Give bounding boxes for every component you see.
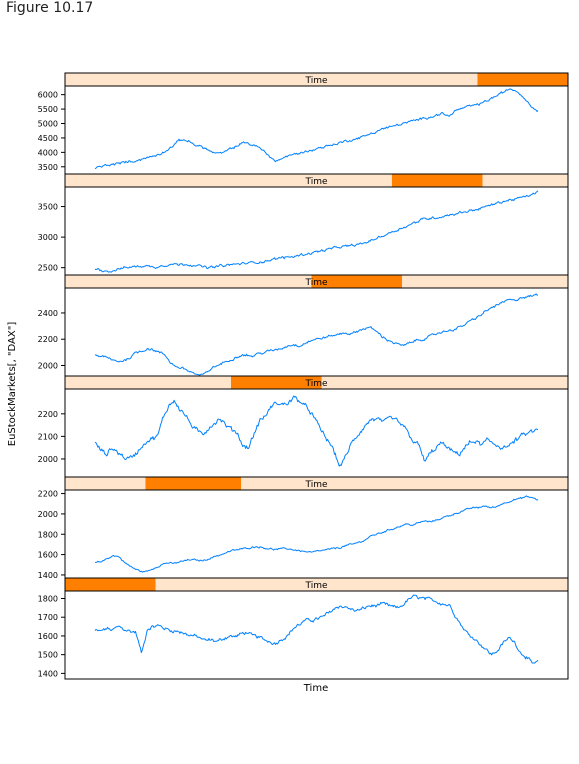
y-tick-label: 1400 (38, 669, 58, 678)
y-tick-label: 5500 (38, 105, 58, 114)
y-tick-label: 3000 (38, 233, 58, 242)
strip-label: Time (304, 278, 327, 288)
strip-label: Time (304, 480, 327, 490)
x-axis-label: Time (303, 683, 328, 694)
strip-label: Time (304, 177, 327, 187)
y-tick-label: 1600 (38, 632, 58, 641)
strip-label: Time (304, 581, 327, 591)
panel-border (64, 388, 569, 478)
panel-3: Time 2000 2100 2200 (38, 375, 569, 478)
strip-shingle-bar (477, 73, 568, 86)
panel-border (64, 489, 569, 579)
y-tick-label: 2100 (38, 432, 58, 441)
y-tick-label: 1600 (38, 551, 58, 560)
y-tick-label: 1700 (38, 613, 58, 622)
series-line (94, 293, 538, 376)
y-tick-label: 1500 (38, 651, 58, 660)
panel-border (64, 85, 569, 175)
panel-border (64, 590, 569, 680)
strip-background (65, 578, 568, 591)
y-tick-label: 6000 (38, 91, 58, 100)
y-tick-label: 2500 (38, 264, 58, 273)
y-tick-label: 2200 (38, 490, 58, 499)
y-tick-label: 1800 (38, 594, 58, 603)
y-tick-label: 5000 (38, 120, 58, 129)
y-tick-label: 3500 (38, 163, 58, 172)
y-tick-label: 2000 (38, 455, 58, 464)
strip-shingle-bar (391, 174, 483, 187)
panel-1: Time 1400 1500 1600 1700 1800 (38, 577, 569, 680)
strip-label: Time (304, 76, 327, 86)
strip-shingle-bar (230, 376, 322, 389)
y-tick-label: 3500 (38, 203, 58, 212)
y-tick-label: 2000 (38, 510, 58, 519)
strip-shingle-bar (145, 477, 242, 490)
y-tick-label: 4000 (38, 148, 58, 157)
figure-title: Figure 10.17 (6, 0, 94, 16)
panel-2: Time 1400 1600 1800 2000 2200 (38, 476, 569, 580)
panel-5: Time 2500 3000 3500 (38, 173, 569, 276)
panel-border (64, 186, 569, 276)
y-tick-label: 1400 (38, 571, 58, 580)
series-line (94, 395, 539, 467)
strip-shingle-bar (65, 578, 156, 591)
strip-label: Time (304, 379, 327, 389)
series-line (94, 594, 539, 664)
strip-shingle-bar (311, 275, 403, 288)
panel-4: Time 2000 2200 2400 (38, 274, 569, 377)
series-line (95, 495, 539, 573)
panels-group: Time 1400 1500 1600 1700 1800 Time 1400 1600 1800… (38, 72, 569, 680)
y-tick-label: 2000 (38, 361, 58, 370)
strip-background (65, 73, 568, 86)
y-tick-label: 2200 (38, 410, 58, 419)
y-tick-label: 2200 (38, 335, 58, 344)
panel-6: Time 3500 4000 4500 5000 5500 6000 (38, 72, 569, 175)
y-tick-label: 4500 (38, 134, 58, 143)
y-tick-label: 2400 (38, 309, 58, 318)
y-axis-label: EuStockMarkets[, "DAX"] (7, 322, 18, 447)
panel-border (64, 287, 569, 377)
y-tick-label: 1800 (38, 530, 58, 539)
series-line (94, 88, 539, 170)
series-line (94, 190, 539, 273)
